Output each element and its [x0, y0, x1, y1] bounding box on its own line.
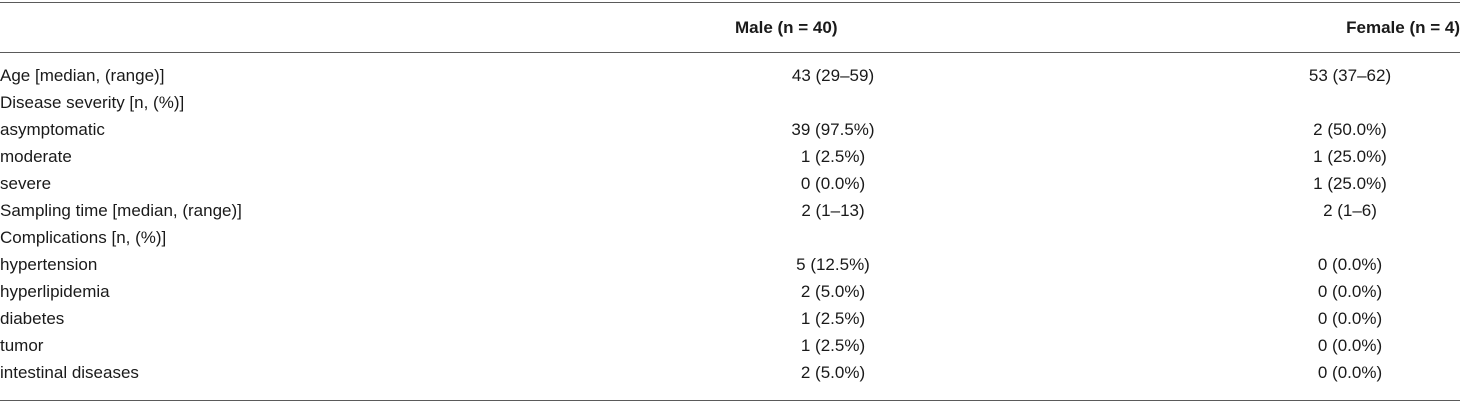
female-value: 1 (25.0%) [1313, 174, 1387, 193]
column-header-male: Male (n = 40) [735, 18, 838, 37]
table-row: asymptomatic 39 (97.5%) 2 (50.0%) [0, 116, 1460, 143]
female-value: 2 (50.0%) [1313, 120, 1387, 139]
row-label: Sampling time [median, (range)] [0, 201, 242, 220]
male-value: 0 (0.0%) [800, 174, 866, 193]
table-header-rule [0, 52, 1460, 53]
row-label: asymptomatic [0, 120, 105, 139]
table-row: hyperlipidemia 2 (5.0%) 0 (0.0%) [0, 278, 1460, 305]
row-label: tumor [0, 336, 44, 355]
table-row: Disease severity [n, (%)] [0, 89, 1460, 116]
row-label: Disease severity [n, (%)] [0, 93, 185, 112]
female-value: 2 (1–6) [1323, 201, 1377, 220]
column-header-female: Female (n = 4) [1346, 18, 1460, 37]
male-value: 5 (12.5%) [796, 255, 870, 274]
table-row: tumor 1 (2.5%) 0 (0.0%) [0, 332, 1460, 359]
row-label: hyperlipidemia [0, 282, 110, 301]
female-value: 1 (25.0%) [1313, 147, 1387, 166]
male-value: 2 (1–13) [801, 201, 865, 220]
row-label: Age [median, (range)] [0, 66, 165, 85]
table-top-rule [0, 2, 1460, 3]
male-value: 1 (2.5%) [800, 147, 866, 166]
row-label: intestinal diseases [0, 363, 139, 382]
table-bottom-rule [0, 400, 1460, 401]
row-label: hypertension [0, 255, 98, 274]
male-value: 43 (29–59) [791, 66, 875, 85]
row-label: moderate [0, 147, 72, 166]
row-label: severe [0, 174, 52, 193]
table-row: hypertension 5 (12.5%) 0 (0.0%) [0, 251, 1460, 278]
female-value: 0 (0.0%) [1317, 336, 1383, 355]
table-row: intestinal diseases 2 (5.0%) 0 (0.0%) [0, 359, 1460, 386]
female-value: 0 (0.0%) [1317, 282, 1383, 301]
table-row: Complications [n, (%)] [0, 224, 1460, 251]
table-body: Age [median, (range)] 43 (29–59) 53 (37–… [0, 62, 1460, 386]
male-value: 1 (2.5%) [800, 309, 866, 328]
table-row: Sampling time [median, (range)] 2 (1–13)… [0, 197, 1460, 224]
table-header-row: Male (n = 40) Female (n = 4) [0, 2, 1460, 52]
female-value: 0 (0.0%) [1317, 309, 1383, 328]
male-value: 1 (2.5%) [800, 336, 866, 355]
table-row: Age [median, (range)] 43 (29–59) 53 (37–… [0, 62, 1460, 89]
male-value: 2 (5.0%) [800, 282, 866, 301]
female-value: 53 (37–62) [1308, 66, 1392, 85]
male-value: 2 (5.0%) [800, 363, 866, 382]
table-row: moderate 1 (2.5%) 1 (25.0%) [0, 143, 1460, 170]
male-value: 39 (97.5%) [791, 120, 875, 139]
row-label: Complications [n, (%)] [0, 228, 167, 247]
table-row: severe 0 (0.0%) 1 (25.0%) [0, 170, 1460, 197]
table-row: diabetes 1 (2.5%) 0 (0.0%) [0, 305, 1460, 332]
row-label: diabetes [0, 309, 65, 328]
female-value: 0 (0.0%) [1317, 255, 1383, 274]
female-value: 0 (0.0%) [1317, 363, 1383, 382]
